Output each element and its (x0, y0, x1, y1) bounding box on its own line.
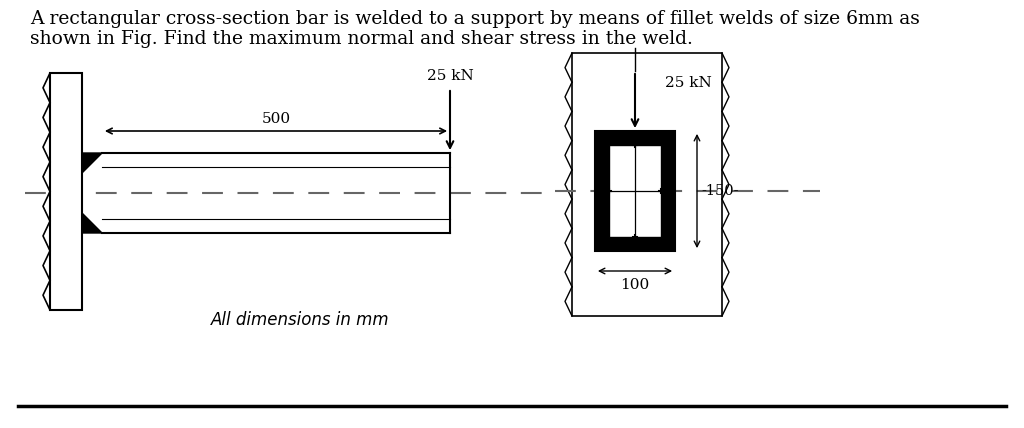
Text: All dimensions in mm: All dimensions in mm (211, 311, 389, 329)
Polygon shape (82, 213, 102, 233)
Bar (595, 131, 675, 251)
Bar (609, 145, 662, 237)
Bar (50, 73, 82, 310)
Polygon shape (82, 153, 102, 173)
Text: 25 kN: 25 kN (427, 69, 473, 83)
Text: -150-: -150- (701, 184, 738, 198)
Bar (572, 53, 722, 316)
Text: A rectangular cross-section bar is welded to a support by means of fillet welds : A rectangular cross-section bar is welde… (30, 10, 920, 28)
Text: 500: 500 (261, 112, 291, 126)
Text: 25 kN: 25 kN (665, 76, 712, 90)
Text: shown in Fig. Find the maximum normal and shear stress in the weld.: shown in Fig. Find the maximum normal an… (30, 30, 693, 48)
Text: 100: 100 (621, 278, 649, 292)
